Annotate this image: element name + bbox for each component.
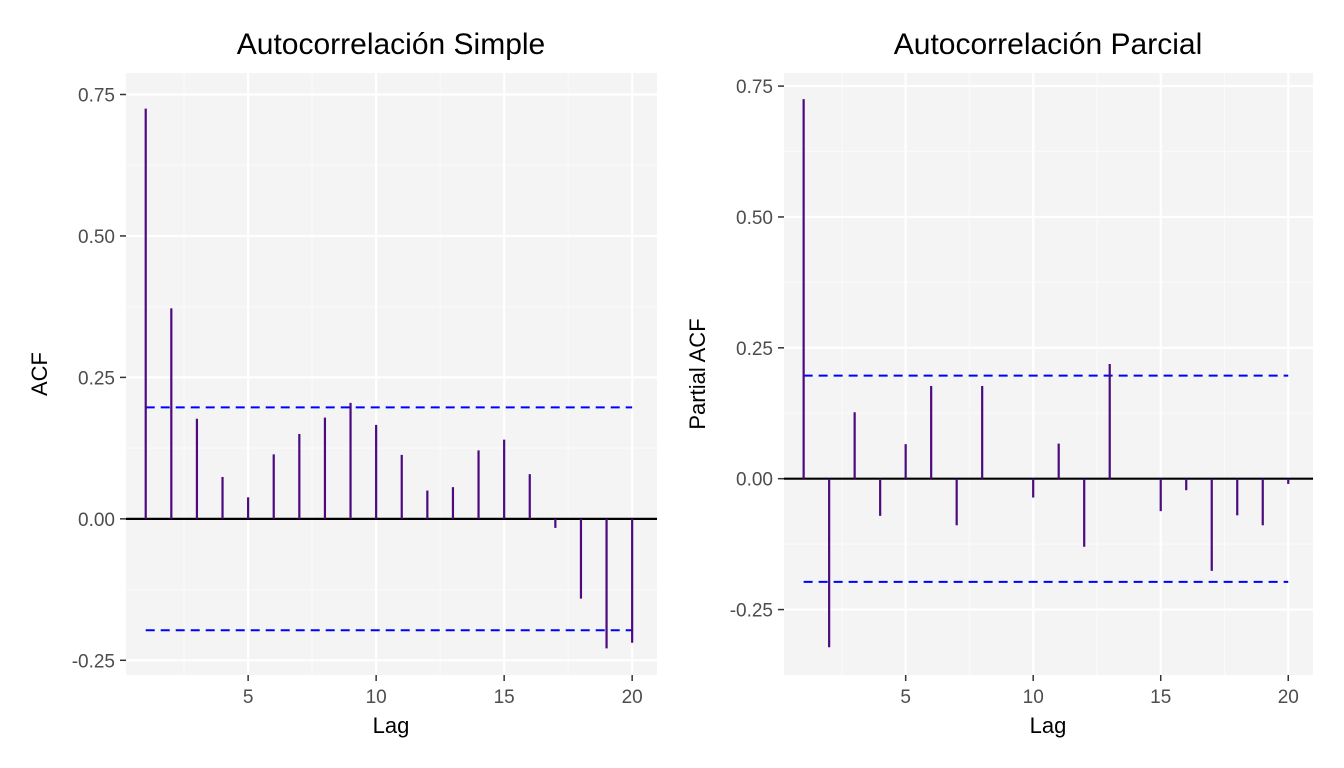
pacf-y-tick-label: -0.25 <box>730 601 773 622</box>
acf-plot-panel <box>126 73 657 675</box>
pacf-x-tick-label: 20 <box>1278 687 1299 708</box>
acf-x-tick-label: 10 <box>366 687 387 708</box>
pacf-plot-panel <box>784 73 1313 675</box>
acf-y-tick-label: 0.25 <box>78 368 115 389</box>
pacf-confidence-lines <box>803 374 1289 583</box>
acf-confidence-lines <box>145 406 633 632</box>
pacf-y-tick-label: 0.25 <box>736 339 773 360</box>
pacf-y-tick-label: 0.50 <box>736 208 773 229</box>
pacf-x-axis-title: Lag <box>1030 713 1067 738</box>
acf-y-tick-label: 0.50 <box>78 227 115 248</box>
acf-chart-title: Autocorrelación Simple <box>237 28 545 61</box>
acf-y-axis-title: ACF <box>27 352 52 396</box>
pacf-y-tick-label: 0.00 <box>736 470 773 491</box>
acf-axes: -0.25 0.00 0.25 0.50 0.75 5 10 15 20 <box>72 86 643 709</box>
pacf-axes: -0.25 0.00 0.25 0.50 0.75 5 10 15 20 <box>730 77 1299 708</box>
acf-y-tick-label: -0.25 <box>72 651 115 672</box>
pacf-spikes <box>802 99 1290 648</box>
acf-chart: Autocorrelación Simple -0.25 0.00 0.25 0.50… <box>27 28 657 738</box>
pacf-x-tick-label: 10 <box>1023 687 1044 708</box>
acf-x-axis-title: Lag <box>373 713 410 738</box>
pacf-chart-title: Autocorrelación Parcial <box>894 28 1202 61</box>
pacf-chart: Autocorrelación Parcial -0.25 0.00 0.25 0.5… <box>685 28 1313 738</box>
acf-y-tick-label: 0.75 <box>78 86 115 107</box>
pacf-x-tick-label: 15 <box>1150 687 1171 708</box>
acf-y-tick-label: 0.00 <box>78 510 115 531</box>
pacf-x-tick-label: 5 <box>900 687 911 708</box>
pacf-y-axis-title: Partial ACF <box>685 318 710 429</box>
pacf-y-tick-label: 0.75 <box>736 77 773 98</box>
acf-x-tick-label: 20 <box>622 687 643 708</box>
acf-x-tick-label: 5 <box>243 687 254 708</box>
acf-spikes <box>144 108 634 649</box>
pacf-grid <box>784 73 1313 675</box>
acf-x-tick-label: 15 <box>494 687 515 708</box>
